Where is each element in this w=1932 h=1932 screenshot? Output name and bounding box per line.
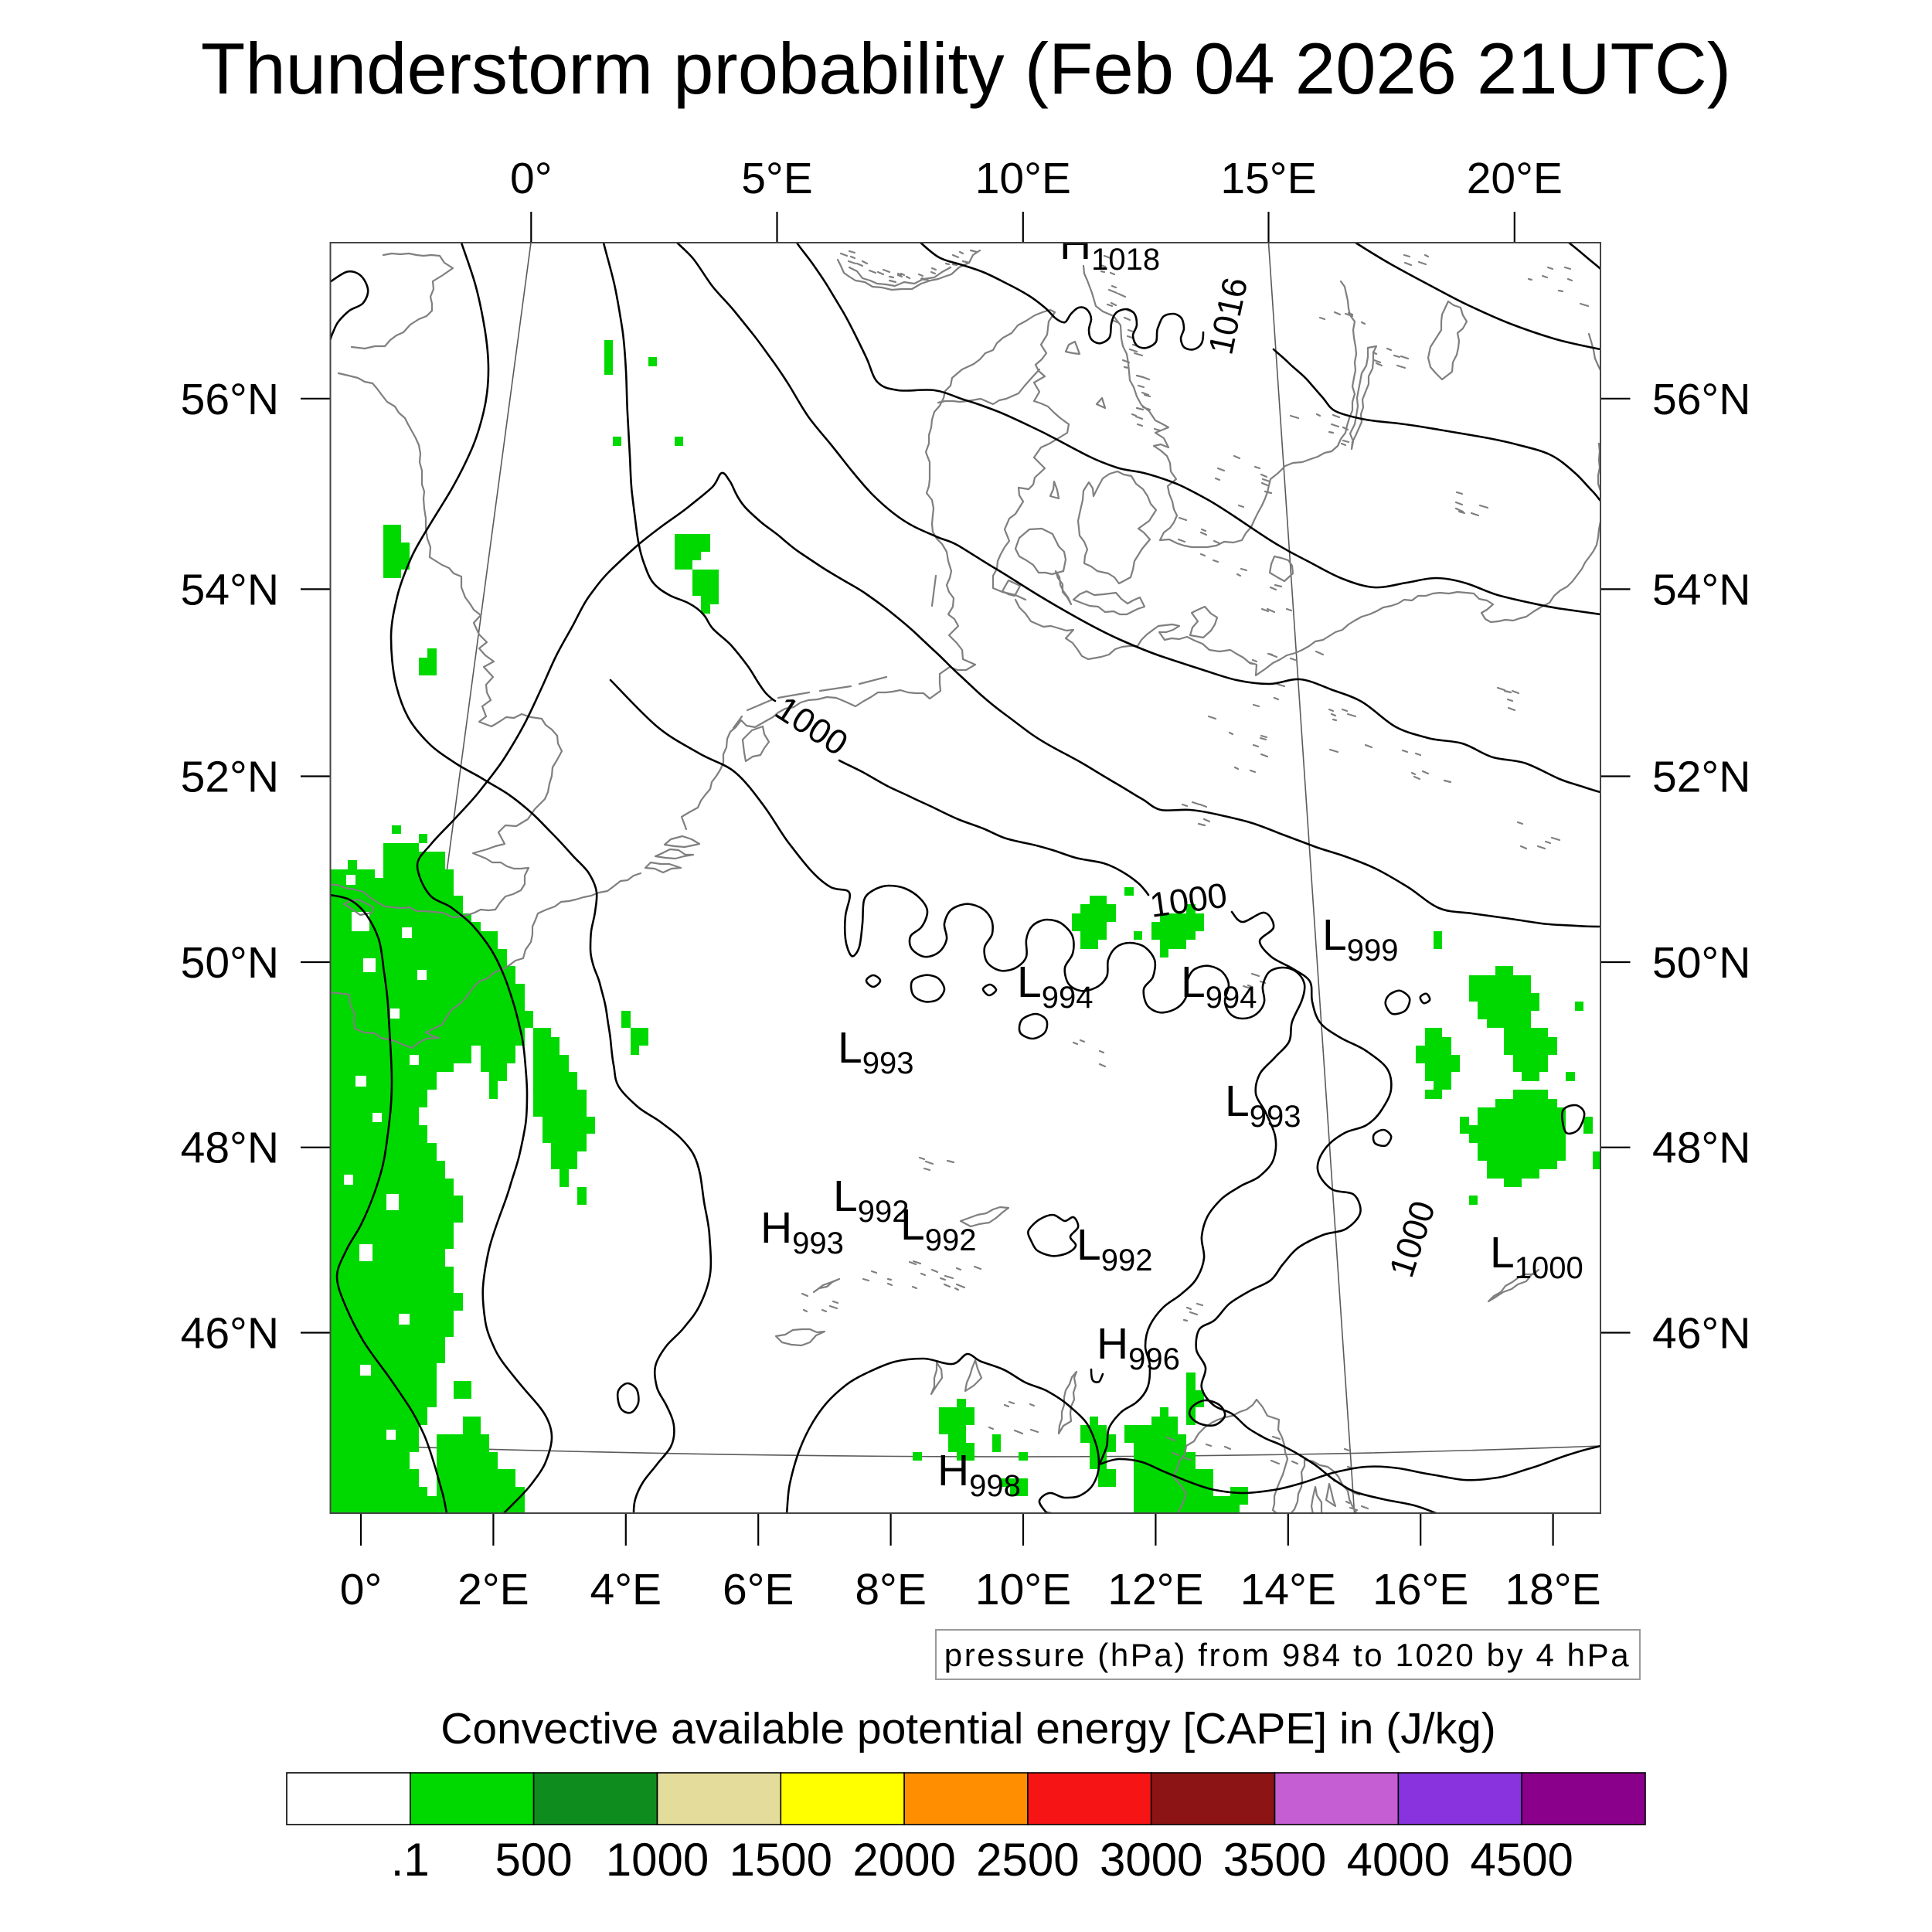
svg-text:50°N: 50°N (181, 938, 279, 988)
svg-text:1500: 1500 (730, 1834, 832, 1886)
svg-text:500: 500 (495, 1834, 573, 1886)
svg-text:Thunderstorm probability (Feb: Thunderstorm probability (Feb 04 2026 21… (201, 28, 1731, 109)
svg-text:54°N: 54°N (1652, 565, 1750, 614)
svg-text:1000: 1000 (606, 1834, 709, 1886)
svg-text:56°N: 56°N (181, 375, 279, 424)
svg-text:48°N: 48°N (181, 1124, 279, 1173)
svg-text:52°N: 52°N (1652, 753, 1750, 802)
svg-text:4°E: 4°E (590, 1565, 662, 1614)
svg-text:3000: 3000 (1100, 1834, 1202, 1886)
svg-text:.1: .1 (391, 1834, 430, 1886)
svg-text:2000: 2000 (852, 1834, 955, 1886)
svg-text:18°E: 18°E (1505, 1565, 1600, 1614)
svg-text:10°E: 10°E (975, 1565, 1071, 1614)
svg-text:2°E: 2°E (457, 1565, 529, 1614)
svg-text:5°E: 5°E (741, 154, 813, 203)
svg-text:0°: 0° (510, 154, 553, 203)
svg-text:6°E: 6°E (723, 1565, 794, 1614)
svg-text:46°N: 46°N (181, 1309, 279, 1359)
svg-text:56°N: 56°N (1652, 375, 1750, 424)
svg-text:0°: 0° (340, 1565, 383, 1614)
svg-text:46°N: 46°N (1652, 1309, 1750, 1359)
svg-text:52°N: 52°N (181, 753, 279, 802)
svg-text:2500: 2500 (976, 1834, 1079, 1886)
svg-text:54°N: 54°N (181, 565, 279, 614)
svg-text:15°E: 15°E (1220, 154, 1316, 203)
svg-text:3500: 3500 (1223, 1834, 1326, 1886)
svg-text:8°E: 8°E (855, 1565, 927, 1614)
svg-text:20°E: 20°E (1467, 154, 1563, 203)
svg-text:Convective available potential: Convective available potential energy [C… (440, 1704, 1496, 1753)
svg-text:4500: 4500 (1470, 1834, 1573, 1886)
svg-text:pressure (hPa) from 984 to 102: pressure (hPa) from 984 to 1020 by 4 hPa (944, 1637, 1631, 1673)
svg-text:48°N: 48°N (1652, 1124, 1750, 1173)
svg-text:16°E: 16°E (1372, 1565, 1468, 1614)
svg-text:4000: 4000 (1347, 1834, 1450, 1886)
svg-text:H1018: H1018 (1060, 219, 1160, 277)
svg-text:50°N: 50°N (1652, 938, 1750, 988)
svg-text:10°E: 10°E (975, 154, 1071, 203)
svg-text:12°E: 12°E (1107, 1565, 1203, 1614)
svg-text:14°E: 14°E (1240, 1565, 1336, 1614)
